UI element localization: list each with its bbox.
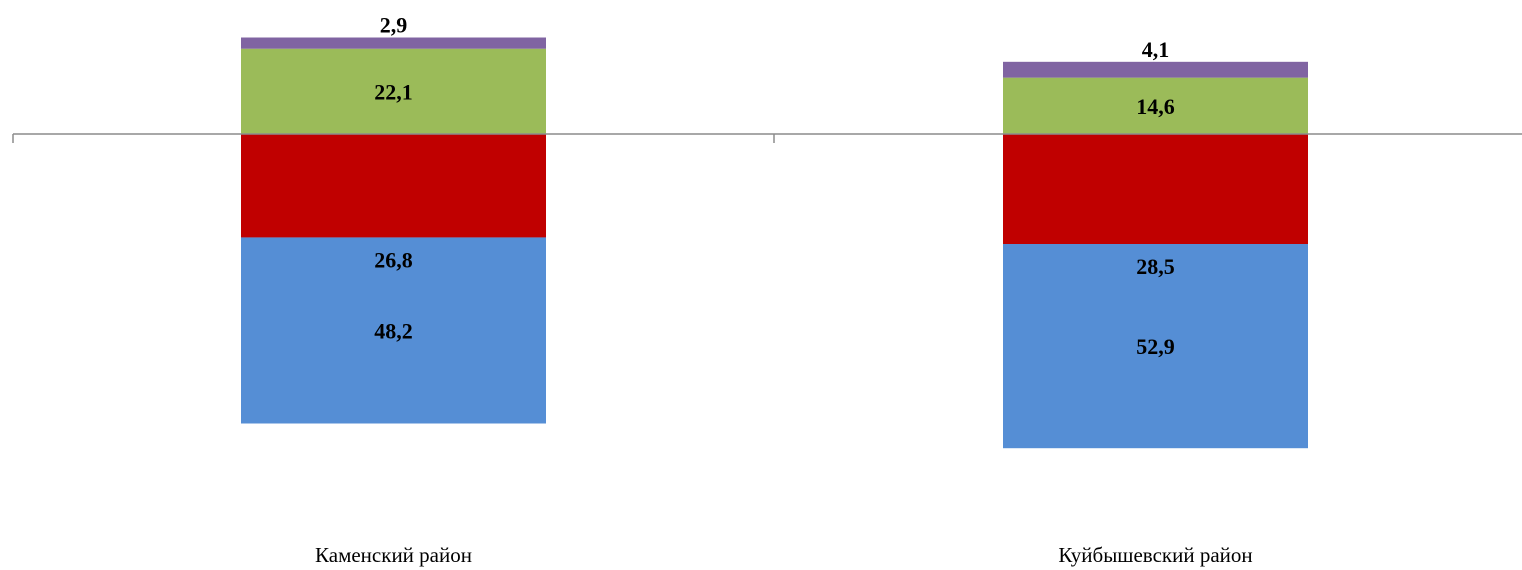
data-label: 2,9 bbox=[380, 13, 408, 38]
data-label: 4,1 bbox=[1142, 37, 1170, 62]
data-labels: 26,8 48,2 22,1 2,9 28,5 52,9 14,6 4,1 bbox=[374, 13, 1175, 360]
bar-segment bbox=[241, 37, 546, 49]
data-label: 52,9 bbox=[1136, 334, 1175, 359]
bar-segment bbox=[241, 48, 546, 134]
category-labels: Каменский район Куйбышевский район bbox=[315, 543, 1253, 567]
bar-segment bbox=[241, 134, 546, 238]
bar-segment bbox=[1003, 244, 1308, 449]
data-label: 26,8 bbox=[374, 247, 413, 272]
category-axis bbox=[12, 133, 1522, 143]
bar-segment bbox=[1003, 134, 1308, 245]
data-label: 14,6 bbox=[1136, 94, 1175, 119]
bar-segment bbox=[1003, 61, 1308, 78]
category-label: Каменский район bbox=[315, 543, 472, 567]
category-label: Куйбышевский район bbox=[1058, 543, 1252, 567]
data-label: 22,1 bbox=[374, 79, 413, 104]
data-label: 48,2 bbox=[374, 318, 413, 343]
bar-segment bbox=[241, 237, 546, 424]
bar-segment bbox=[1003, 77, 1308, 134]
data-label: 28,5 bbox=[1136, 254, 1175, 279]
bars bbox=[241, 37, 1308, 449]
